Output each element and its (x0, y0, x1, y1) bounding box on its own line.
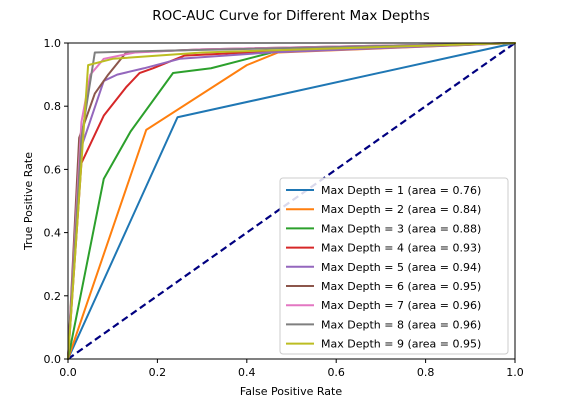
series-line-depth-1 (67, 42, 516, 360)
legend-items: Max Depth = 1 (area = 0.76) Max Depth = 2… (286, 184, 481, 351)
legend-label-depth-1: Max Depth = 1 (area = 0.76) (321, 184, 481, 197)
series-layer (67, 42, 516, 360)
legend-label-depth-5: Max Depth = 5 (area = 0.94) (321, 261, 481, 274)
x-tick-label: 0.0 (59, 366, 77, 379)
diagonal-reference-line (67, 42, 516, 360)
y-tick-label: 0.2 (44, 290, 62, 303)
y-tick-label: 0.8 (44, 100, 62, 113)
y-tick-label: 0.4 (44, 227, 62, 240)
x-tick-label: 0.2 (149, 366, 167, 379)
legend-label-depth-3: Max Depth = 3 (area = 0.88) (321, 222, 481, 235)
x-tick-label: 1.0 (506, 366, 524, 379)
legend-label-depth-2: Max Depth = 2 (area = 0.84) (321, 203, 481, 216)
legend-label-depth-4: Max Depth = 4 (area = 0.93) (321, 242, 481, 255)
x-tick-label: 0.8 (417, 366, 435, 379)
legend-label-depth-6: Max Depth = 6 (area = 0.95) (321, 280, 481, 293)
y-axis: 0.0 0.2 0.4 0.6 0.8 1.0 (44, 37, 68, 366)
legend-label-depth-8: Max Depth = 8 (area = 0.96) (321, 318, 481, 331)
chart-title: ROC-AUC Curve for Different Max Depths (152, 8, 430, 24)
legend-label-depth-7: Max Depth = 7 (area = 0.96) (321, 299, 481, 312)
x-tick-label: 0.4 (238, 366, 256, 379)
diagonal-layer (67, 42, 516, 360)
axes-frame (67, 42, 516, 360)
series-line-depth-8 (67, 42, 516, 360)
x-axis-label: False Positive Rate (240, 385, 342, 398)
legend-label-depth-9: Max Depth = 9 (area = 0.95) (321, 338, 481, 351)
plot-area (67, 42, 516, 360)
series-line-depth-4 (67, 42, 516, 360)
series-line-depth-9 (67, 42, 516, 360)
y-tick-label: 0.0 (44, 353, 62, 366)
x-axis: 0.0 0.2 0.4 0.6 0.8 1.0 (59, 359, 524, 379)
legend: Max Depth = 1 (area = 0.76) Max Depth = 2… (279, 177, 509, 355)
legend-box (279, 177, 509, 355)
x-tick-label: 0.6 (327, 366, 345, 379)
y-tick-label: 1.0 (44, 37, 62, 50)
y-tick-label: 0.6 (44, 163, 62, 176)
y-axis-label: True Positive Rate (22, 152, 35, 251)
